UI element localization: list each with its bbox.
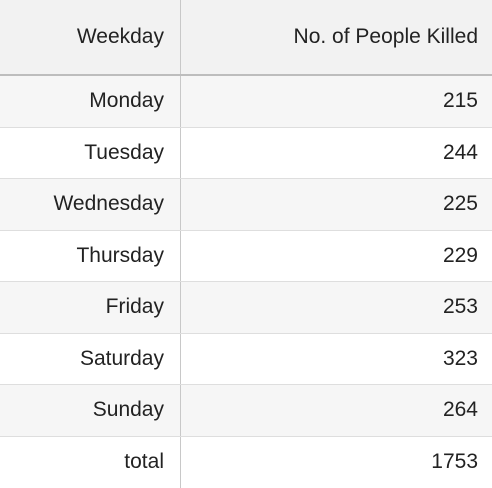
table-row: Monday 215 xyxy=(0,76,492,128)
people-killed-cell: 225 xyxy=(442,192,478,216)
table-row: Saturday 323 xyxy=(0,333,492,385)
weekday-cell: Tuesday xyxy=(0,127,181,178)
table-row: total 1753 xyxy=(0,436,492,488)
header-weekday: Weekday xyxy=(0,0,181,74)
weekday-cell: Friday xyxy=(0,282,181,333)
header-people-killed: No. of People Killed xyxy=(293,25,478,48)
weekday-cell: total xyxy=(0,436,181,488)
weekday-cell: Sunday xyxy=(0,385,181,436)
people-killed-cell: 229 xyxy=(442,243,478,267)
weekday-cell: Saturday xyxy=(0,333,181,384)
table-header-row: Weekday No. of People Killed xyxy=(0,0,492,76)
weekday-cell: Monday xyxy=(0,76,181,127)
people-killed-cell: 264 xyxy=(442,398,478,422)
people-killed-cell: 244 xyxy=(442,140,478,164)
table-row: Wednesday 225 xyxy=(0,179,492,231)
people-killed-cell: 323 xyxy=(442,346,478,370)
table-row: Friday 253 xyxy=(0,282,492,334)
people-killed-cell: 215 xyxy=(442,89,478,113)
table-row: Thursday 229 xyxy=(0,230,492,282)
people-killed-cell: 1753 xyxy=(431,450,478,474)
weekday-cell: Wednesday xyxy=(0,179,181,230)
table-row: Tuesday 244 xyxy=(0,127,492,179)
people-killed-cell: 253 xyxy=(442,295,478,319)
table-row: Sunday 264 xyxy=(0,385,492,437)
weekday-cell: Thursday xyxy=(0,230,181,281)
